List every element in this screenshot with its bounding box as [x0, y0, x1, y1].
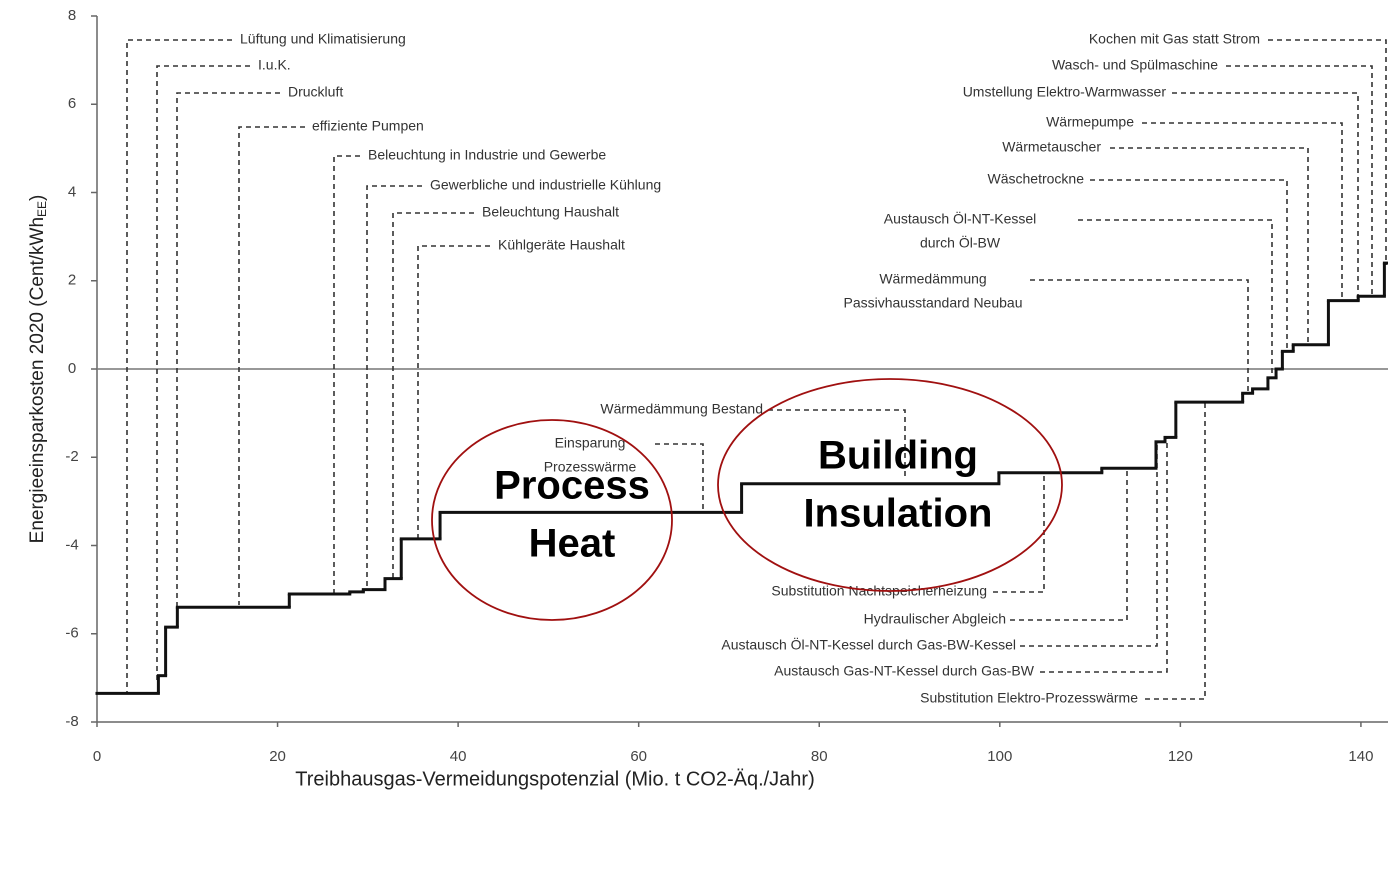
annotation: effiziente Pumpen — [312, 118, 424, 134]
annotation: Substitution Elektro-Prozesswärme — [920, 690, 1138, 706]
y-axis-label-close: ) — [27, 195, 48, 201]
annotation: Druckluft — [288, 84, 343, 100]
y-axis-label-sub: EE — [35, 201, 49, 217]
x-tick-label: 80 — [811, 748, 828, 765]
y-tick-label: 2 — [68, 272, 76, 289]
annotation: Beleuchtung Haushalt — [482, 204, 619, 220]
x-axis-label: Treibhausgas-Vermeidungspotenzial (Mio. … — [295, 768, 815, 790]
annotation: Hydraulischer Abgleich — [864, 611, 1006, 627]
annotation: durch Öl-BW — [920, 234, 1001, 251]
x-tick-label: 40 — [450, 748, 467, 765]
leader-line — [392, 212, 474, 578]
annotation: Austausch Gas-NT-Kessel durch Gas-BW — [774, 663, 1035, 679]
y-tick-label: 0 — [68, 360, 76, 377]
annotation: Beleuchtung in Industrie und Gewerbe — [368, 147, 606, 163]
leader-line — [768, 409, 906, 478]
y-tick-label: -6 — [65, 625, 78, 642]
leader-line — [1030, 279, 1249, 393]
annotation: Kühlgeräte Haushalt — [498, 237, 625, 253]
annotation: Austausch Öl-NT-Kessel — [884, 210, 1037, 227]
annotation: Prozesswärme — [544, 459, 637, 475]
leader-line — [655, 443, 704, 510]
annotation: Lüftung und Klimatisierung — [240, 31, 406, 47]
leader-line — [156, 65, 250, 680]
annotation: Wärmetauscher — [1002, 139, 1101, 155]
y-tick-label: -8 — [65, 713, 78, 730]
y-axis-label: Energieeinsparkosten 2020 (Cent/kWhEE) — [27, 195, 49, 544]
leader-line — [1040, 437, 1168, 673]
annotation: Austausch Öl-NT-Kessel durch Gas-BW-Kess… — [721, 636, 1016, 653]
highlight-label: Process — [494, 464, 650, 508]
y-tick-label: 4 — [68, 183, 76, 200]
highlight-ellipse — [717, 378, 1063, 592]
leader-line — [1020, 441, 1158, 647]
highlight-label: Insulation — [804, 492, 993, 536]
leader-line — [126, 39, 232, 692]
leader-line — [333, 155, 360, 595]
annotation: Wärmepumpe — [1046, 114, 1134, 130]
y-axis-label-main: Energieeinsparkosten 2020 (Cent/kWh — [27, 217, 48, 543]
annotation: Umstellung Elektro-Warmwasser — [963, 84, 1167, 100]
leader-line — [1226, 65, 1373, 296]
annotation: Kochen mit Gas statt Strom — [1089, 31, 1260, 47]
leader-line — [176, 92, 280, 625]
annotation: I.u.K. — [258, 57, 291, 73]
x-tick-label: 120 — [1168, 748, 1193, 765]
y-tick-label: -2 — [65, 448, 78, 465]
annotation: Wärmedämmung — [879, 271, 986, 287]
x-tick-label: 140 — [1348, 748, 1373, 765]
leader-line — [1110, 147, 1309, 345]
highlight-label: Building — [818, 434, 978, 478]
leader-line — [1078, 219, 1273, 378]
x-tick-label: 100 — [987, 748, 1012, 765]
leader-line — [366, 185, 422, 590]
annotation: Wasch- und Spülmaschine — [1052, 57, 1218, 73]
highlight-ellipse — [431, 419, 673, 621]
leader-line — [1268, 39, 1387, 265]
leader-line — [993, 473, 1045, 593]
leader-line — [1142, 122, 1343, 301]
leader-line — [417, 245, 490, 538]
leader-line — [1010, 468, 1128, 621]
annotation: Wärmedämmung Bestand — [600, 401, 763, 417]
y-tick-label: -4 — [65, 536, 78, 553]
x-tick-label: 0 — [93, 748, 101, 765]
y-tick-label: 6 — [68, 95, 76, 112]
annotation: Gewerbliche und industrielle Kühlung — [430, 177, 661, 193]
leader-line — [1090, 179, 1288, 351]
leader-line — [1145, 402, 1206, 700]
y-tick-label: 8 — [68, 7, 76, 24]
annotation: Wäschetrockne — [988, 171, 1085, 187]
annotation: Passivhausstandard Neubau — [843, 295, 1022, 311]
x-tick-label: 60 — [630, 748, 647, 765]
leader-line — [238, 126, 305, 605]
x-tick-label: 20 — [269, 748, 286, 765]
annotation: Einsparung — [555, 435, 626, 451]
highlight-label: Heat — [529, 522, 616, 566]
